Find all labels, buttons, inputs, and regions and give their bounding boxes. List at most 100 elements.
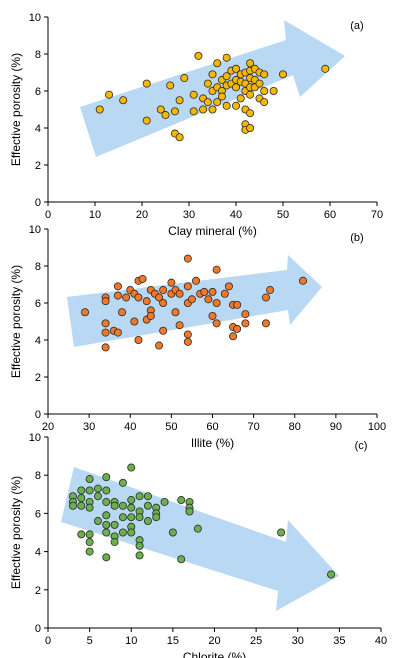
data-point [85,486,94,495]
y-tick-label: 0 [35,409,41,421]
data-point [118,308,127,317]
data-point [95,105,104,114]
x-tick-label: 25 [250,635,262,647]
data-point [102,553,111,562]
data-point [102,528,111,537]
x-tick-label: 90 [330,421,342,433]
data-point [118,501,127,510]
data-point [159,298,168,307]
data-point [85,547,94,556]
data-point [135,513,144,522]
data-point [260,87,269,96]
x-tick-label: 40 [375,635,387,647]
data-point [101,297,110,306]
data-point [327,570,336,579]
y-tick-label: 8 [35,49,41,61]
data-point [119,96,128,105]
y-tick-label: 8 [35,470,41,482]
x-tick-label: 40 [230,209,242,221]
data-point [105,90,114,99]
x-tick-label: 10 [89,209,101,221]
x-tick-label: 20 [136,209,148,221]
data-point [102,520,111,529]
data-point [255,79,264,88]
data-point [81,308,90,317]
x-tick-label: 50 [277,209,289,221]
data-point [177,555,186,564]
y-tick-label: 10 [29,224,41,236]
data-point [118,513,127,522]
y-tick-label: 4 [35,335,41,347]
y-tick-label: 6 [35,86,41,98]
data-point [159,326,168,335]
panel-1: 0 10 20 30 40 50 60 70 0 2 4 6 8 10 Clay mineral (%) Ef… [9,12,383,238]
x-tick-label: 30 [83,421,95,433]
x-tick-label: 0 [45,209,51,221]
x-tick-label: 70 [371,209,383,221]
data-point [222,72,231,81]
data-point [85,475,94,484]
y-axis-label: Effective porosity (%) [9,53,23,166]
data-point [246,109,255,118]
data-point [142,297,151,306]
data-point [193,524,202,533]
trend-arrow-decreasing [61,467,339,611]
y-tick-label: 2 [35,585,41,597]
data-point [102,473,111,482]
data-point [159,286,168,295]
data-point [143,517,152,526]
data-point [85,503,94,512]
data-point [175,321,184,330]
data-point [156,105,165,114]
data-point [246,124,255,133]
x-tick-label: 35 [333,635,345,647]
x-axis-label: Chlorite (%) [183,650,246,658]
y-tick-label: 10 [29,432,41,444]
data-point [135,551,144,560]
data-point [321,64,330,73]
data-point [229,332,238,341]
data-point [203,98,212,107]
data-point [155,341,164,350]
data-point [127,463,136,472]
data-point [110,501,119,510]
data-point [213,98,222,107]
data-point [266,286,275,295]
data-point [220,289,229,298]
data-point [183,330,192,339]
y-tick-label: 0 [35,197,41,209]
data-point [127,503,136,512]
data-point [222,101,231,110]
data-point [217,92,226,101]
data-point [199,105,208,114]
data-point [269,87,278,96]
panel-label: (a) [350,20,363,32]
x-axis-label: Illite (%) [191,436,234,450]
x-tick-label: 10 [125,635,137,647]
data-point [177,496,186,505]
panel-label: (c) [355,440,368,452]
data-point [175,96,184,105]
data-point [110,538,119,547]
y-tick-label: 2 [35,372,41,384]
x-tick-label: 0 [45,635,51,647]
data-point [180,74,189,83]
data-point [93,517,102,526]
x-tick-label: 20 [42,421,54,433]
data-point [93,484,102,493]
panel-2: 20 30 40 50 60 70 80 90 100 0 2 4 6 8 10 Illite (%) Effe… [9,224,386,450]
data-point [130,317,139,326]
x-tick-label: 40 [124,421,136,433]
data-point [77,486,86,495]
data-point [110,520,119,529]
data-point [127,528,136,537]
x-tick-label: 100 [368,421,386,433]
data-point [138,274,147,283]
data-point [118,528,127,537]
data-point [134,335,143,344]
data-point [236,94,245,103]
data-point [101,328,110,337]
data-point [231,64,240,73]
y-tick-label: 4 [35,547,41,559]
data-point [77,530,86,539]
